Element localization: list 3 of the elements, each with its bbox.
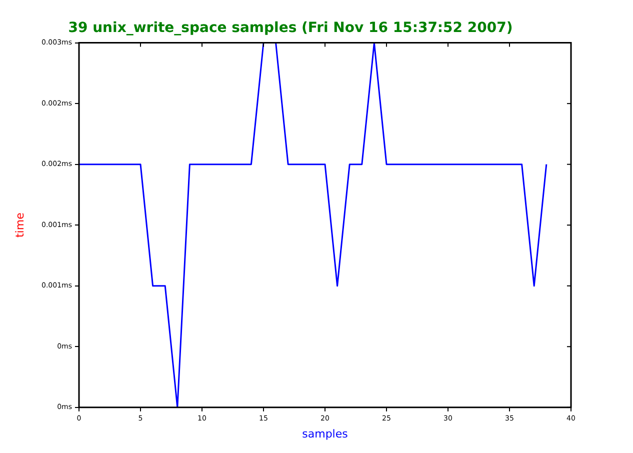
y-axis-title: time <box>13 212 26 238</box>
chart-title: 39 unix_write_space samples (Fri Nov 16 15:37:52 2007) <box>68 20 513 36</box>
x-axis-title: samples <box>302 427 348 440</box>
